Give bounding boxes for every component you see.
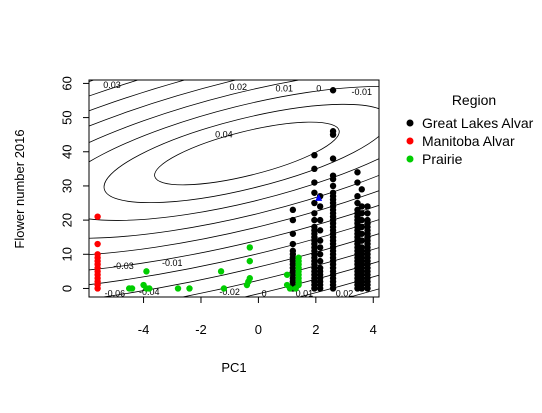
- point-great-lakes-alvar: [359, 244, 365, 250]
- point-great-lakes-alvar: [359, 186, 365, 192]
- point-great-lakes-alvar: [364, 210, 370, 216]
- point-great-lakes-alvar: [330, 190, 336, 196]
- legend-entry-label: Great Lakes Alvar: [422, 115, 534, 131]
- point-great-lakes-alvar: [364, 217, 370, 223]
- legend-title: Region: [452, 92, 496, 108]
- point-great-lakes-alvar: [317, 217, 323, 223]
- point-prairie: [247, 258, 253, 264]
- y-tick-label: 40: [60, 145, 75, 159]
- point-manitoba-alvar: [94, 251, 100, 257]
- y-axis: 0 10 20 30 40 50 60: [60, 76, 89, 292]
- x-tick-label: -4: [138, 322, 150, 337]
- legend: Region Great Lakes Alvar Manitoba Alvar Pr…: [407, 92, 534, 167]
- point-prairie: [287, 285, 293, 291]
- y-tick-label: 30: [60, 179, 75, 193]
- point-prairie: [284, 272, 290, 278]
- contour-label: -0.03: [113, 261, 134, 271]
- y-tick-label: 20: [60, 213, 75, 227]
- point-great-lakes-alvar: [311, 224, 317, 230]
- point-great-lakes-alvar: [317, 227, 323, 233]
- point-prairie: [295, 255, 301, 261]
- point-great-lakes-alvar: [359, 231, 365, 237]
- point-prairie: [143, 268, 149, 274]
- contour-label: 0.02: [230, 82, 248, 92]
- point-great-lakes-alvar: [290, 207, 296, 213]
- point-great-lakes-alvar: [290, 241, 296, 247]
- x-tick-label: -2: [195, 322, 207, 337]
- contour-label: 0.04: [215, 130, 233, 140]
- point-prairie: [129, 285, 135, 291]
- point-great-lakes-alvar: [364, 203, 370, 209]
- y-tick-label: 10: [60, 247, 75, 261]
- point-great-lakes-alvar: [317, 251, 323, 257]
- point-great-lakes-alvar: [317, 265, 323, 271]
- point-great-lakes-alvar: [311, 152, 317, 158]
- point-great-lakes-alvar: [290, 217, 296, 223]
- point-prairie: [247, 244, 253, 250]
- point-great-lakes-alvar: [311, 217, 317, 223]
- point-great-lakes-alvar: [330, 87, 336, 93]
- point-prairie: [247, 275, 253, 281]
- data-points: [94, 87, 370, 292]
- point-great-lakes-alvar: [317, 237, 323, 243]
- contour-line: [0, 0, 542, 399]
- x-tick-label: 2: [312, 322, 319, 337]
- point-great-lakes-alvar: [311, 190, 317, 196]
- x-axis-label: PC1: [221, 360, 246, 375]
- point-great-lakes-alvar: [290, 248, 296, 254]
- legend-marker: [407, 138, 414, 145]
- point-great-lakes-alvar: [311, 179, 317, 185]
- point-great-lakes-alvar: [354, 179, 360, 185]
- x-tick-label: 0: [255, 322, 262, 337]
- legend-entry-label: Prairie: [422, 151, 463, 167]
- point-great-lakes-alvar: [330, 172, 336, 178]
- legend-marker: [407, 156, 414, 163]
- contour-label: 0.01: [275, 84, 293, 94]
- point-great-lakes-alvar: [290, 231, 296, 237]
- point-great-lakes-alvar: [359, 224, 365, 230]
- contour-line: [96, 84, 398, 223]
- x-tick-label: 4: [370, 322, 377, 337]
- point-great-lakes-alvar: [359, 210, 365, 216]
- point-great-lakes-alvar: [311, 210, 317, 216]
- point-manitoba-alvar: [94, 241, 100, 247]
- y-axis-label: Flower number 2016: [12, 129, 27, 248]
- point-prairie: [146, 285, 152, 291]
- point-prairie: [218, 268, 224, 274]
- contour-label: 0.03: [103, 80, 121, 90]
- point-great-lakes-alvar: [359, 217, 365, 223]
- point-great-lakes-alvar: [330, 128, 336, 134]
- y-tick-label: 60: [60, 76, 75, 90]
- contour-label: 0: [316, 84, 321, 94]
- point-great-lakes-alvar: [311, 166, 317, 172]
- contour-line: [0, 0, 542, 374]
- point-great-lakes-alvar: [330, 155, 336, 161]
- legend-entry-label: Manitoba Alvar: [422, 133, 515, 149]
- y-tick-label: 0: [60, 285, 75, 292]
- point-great-lakes-alvar: [330, 183, 336, 189]
- point-prairie: [221, 285, 227, 291]
- point-prairie: [186, 285, 192, 291]
- point-great-lakes-alvar: [317, 258, 323, 264]
- point-great-lakes-alvar: [317, 203, 323, 209]
- y-tick-label: 50: [60, 110, 75, 124]
- point-great-lakes-alvar: [317, 244, 323, 250]
- legend-marker: [407, 120, 414, 127]
- point-great-lakes-alvar: [359, 237, 365, 243]
- contour-label: -0.01: [352, 87, 373, 97]
- point-prairie: [175, 285, 181, 291]
- contour-label: -0.01: [162, 258, 183, 268]
- point-great-lakes-alvar: [359, 203, 365, 209]
- point-great-lakes-alvar: [354, 169, 360, 175]
- point-manitoba-alvar: [94, 213, 100, 219]
- point-great-lakes-alvar: [354, 193, 360, 199]
- x-axis: -4 -2 0 2 4: [138, 297, 377, 337]
